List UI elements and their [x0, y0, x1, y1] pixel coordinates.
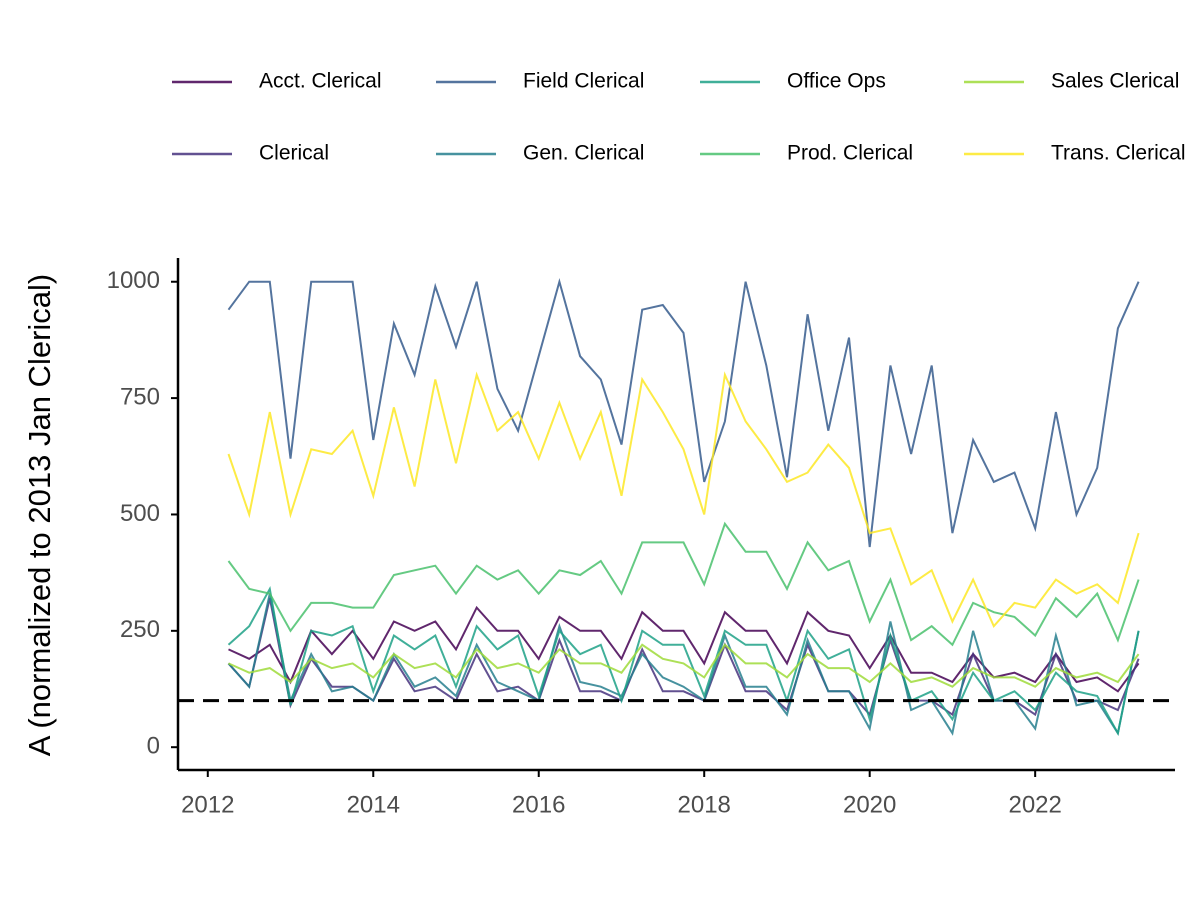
series-line [227, 521, 1140, 647]
series-line [228, 643, 1140, 688]
series-line [228, 605, 1140, 693]
series-line [227, 593, 1140, 736]
y-tick-label: 500 [120, 500, 160, 527]
legend-label: Office Ops [787, 70, 886, 93]
legend-label: Prod. Clerical [787, 142, 913, 165]
y-tick-label: 1000 [107, 267, 160, 294]
y-tick-label: 250 [120, 616, 160, 643]
legend-label: Acct. Clerical [259, 70, 382, 93]
series-line [227, 277, 1140, 548]
x-tick-label: 2016 [512, 791, 565, 818]
legend-label: Gen. Clerical [523, 142, 644, 165]
legend-label: Sales Clerical [1051, 70, 1179, 93]
series-line [227, 585, 1140, 737]
y-axis-label: A (normalized to 2013 Jan Clerical) [22, 274, 57, 756]
legend-label: Clerical [259, 142, 329, 165]
legend-label: Field Clerical [523, 70, 644, 93]
x-tick-label: 2014 [347, 791, 400, 818]
series-line [227, 371, 1140, 629]
y-tick-label: 0 [147, 733, 160, 760]
x-tick-label: 2022 [1008, 791, 1061, 818]
x-tick-label: 2020 [843, 791, 896, 818]
y-tick-label: 750 [120, 383, 160, 410]
x-tick-label: 2018 [678, 791, 731, 818]
legend-label: Trans. Clerical [1051, 142, 1186, 165]
x-tick-label: 2012 [181, 791, 234, 818]
